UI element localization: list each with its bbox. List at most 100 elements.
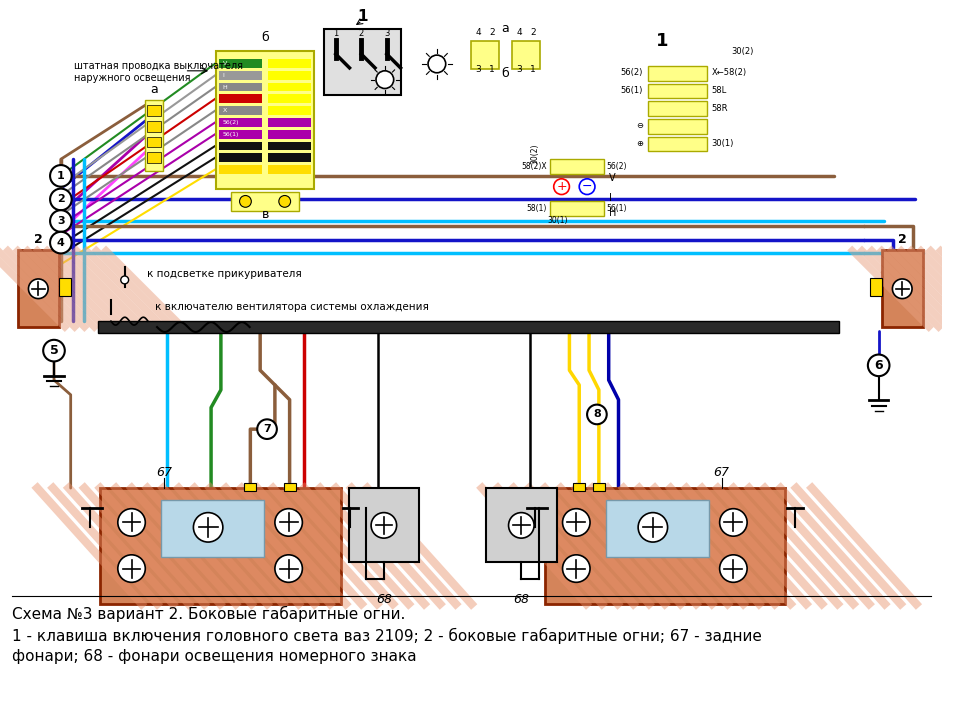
Text: X: X xyxy=(223,108,228,113)
Bar xyxy=(219,142,262,150)
Bar xyxy=(268,142,311,150)
Bar xyxy=(324,29,400,95)
Bar xyxy=(147,105,161,116)
Text: 4: 4 xyxy=(475,29,481,37)
Text: 68: 68 xyxy=(514,593,529,606)
Text: штатная проводка выключателя
наружного освещения: штатная проводка выключателя наружного о… xyxy=(74,61,243,83)
Circle shape xyxy=(554,179,569,194)
Bar xyxy=(268,165,311,174)
Text: 1 - клавиша включения головного света ваз 2109; 2 - боковые габаритные огни; 67 : 1 - клавиша включения головного света ва… xyxy=(12,627,761,644)
Text: H: H xyxy=(223,85,228,90)
Text: 30(2): 30(2) xyxy=(531,144,540,164)
Circle shape xyxy=(29,279,48,299)
Circle shape xyxy=(579,179,595,194)
Bar xyxy=(268,83,311,91)
Text: 1: 1 xyxy=(333,29,338,38)
Bar xyxy=(147,137,161,147)
Circle shape xyxy=(563,509,590,536)
Bar xyxy=(219,71,262,80)
Text: 56(2): 56(2) xyxy=(621,68,643,77)
Circle shape xyxy=(720,509,747,536)
Bar xyxy=(161,500,264,557)
Circle shape xyxy=(720,554,747,583)
Text: 1: 1 xyxy=(357,8,368,24)
Text: Схема №3 вариант 2. Боковые габаритные огни.: Схема №3 вариант 2. Боковые габаритные о… xyxy=(12,606,405,622)
Bar xyxy=(268,59,311,68)
Circle shape xyxy=(257,419,276,439)
Circle shape xyxy=(118,509,145,536)
Circle shape xyxy=(376,71,394,88)
Bar xyxy=(216,51,314,189)
Circle shape xyxy=(275,509,302,536)
Bar xyxy=(219,165,262,174)
Bar xyxy=(550,201,604,216)
Bar xyxy=(513,41,540,69)
Bar xyxy=(100,488,341,604)
Bar xyxy=(606,500,708,557)
Bar xyxy=(147,152,161,163)
Text: 4: 4 xyxy=(516,29,522,37)
Text: а: а xyxy=(502,22,510,34)
Circle shape xyxy=(50,189,72,210)
Text: 58(2)X: 58(2)X xyxy=(521,161,547,170)
Text: 67: 67 xyxy=(156,466,172,479)
Text: 1: 1 xyxy=(657,32,669,50)
Bar xyxy=(573,483,586,491)
Bar xyxy=(17,250,59,327)
Circle shape xyxy=(118,554,145,583)
Bar xyxy=(219,83,262,91)
Bar xyxy=(284,483,296,491)
Bar xyxy=(219,154,262,162)
Bar xyxy=(219,95,262,103)
Circle shape xyxy=(893,279,912,299)
Circle shape xyxy=(50,210,72,232)
Bar xyxy=(98,321,839,333)
Text: 2: 2 xyxy=(530,29,536,37)
Text: X←58(2): X←58(2) xyxy=(711,68,747,77)
Text: 58L: 58L xyxy=(711,86,727,95)
Text: к подсветке прикуривателя: к подсветке прикуривателя xyxy=(147,269,302,279)
Text: 7: 7 xyxy=(263,424,271,434)
Text: 30(1): 30(1) xyxy=(711,139,734,148)
Text: 58(1): 58(1) xyxy=(526,204,547,213)
Text: 2: 2 xyxy=(489,29,494,37)
Text: −: − xyxy=(582,180,592,193)
Bar xyxy=(268,95,311,103)
Bar xyxy=(648,66,707,81)
Circle shape xyxy=(193,512,223,542)
Text: 6: 6 xyxy=(875,359,883,372)
Text: H: H xyxy=(609,208,616,218)
Text: 56(1): 56(1) xyxy=(223,132,239,137)
Bar xyxy=(219,130,262,139)
Text: 30(2): 30(2) xyxy=(732,47,754,56)
Bar xyxy=(268,130,311,139)
Text: 56(1): 56(1) xyxy=(621,86,643,95)
Text: 1: 1 xyxy=(57,171,64,181)
Bar xyxy=(486,488,557,562)
Text: 2: 2 xyxy=(898,233,906,245)
Bar xyxy=(219,118,262,127)
Circle shape xyxy=(121,276,129,284)
Circle shape xyxy=(638,512,667,542)
Circle shape xyxy=(509,512,534,538)
Bar xyxy=(881,250,923,327)
Text: 3: 3 xyxy=(516,64,522,74)
Circle shape xyxy=(428,55,445,73)
Text: 3: 3 xyxy=(384,29,390,38)
Bar xyxy=(268,154,311,162)
Text: 4: 4 xyxy=(57,238,65,247)
Bar xyxy=(230,191,300,211)
Text: б: б xyxy=(502,67,510,80)
Text: 56(2): 56(2) xyxy=(223,120,239,125)
Circle shape xyxy=(868,355,890,376)
Text: 67: 67 xyxy=(713,466,730,479)
Bar xyxy=(870,278,881,296)
Circle shape xyxy=(50,165,72,186)
Bar xyxy=(648,101,707,116)
Bar xyxy=(268,106,311,115)
Text: 2: 2 xyxy=(359,29,364,38)
Text: а: а xyxy=(151,83,158,97)
Text: 58R: 58R xyxy=(711,104,729,113)
Text: к включателю вентилятора системы охлаждения: к включателю вентилятора системы охлажде… xyxy=(156,302,429,313)
Text: в: в xyxy=(261,208,269,221)
